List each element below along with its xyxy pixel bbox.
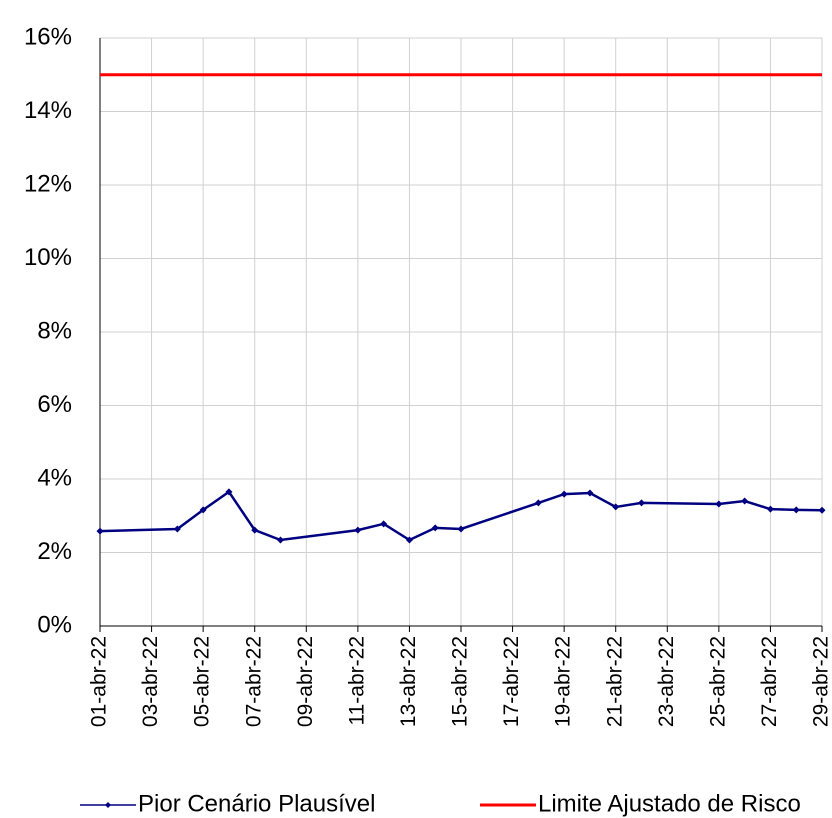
data-point: [225, 488, 233, 496]
x-tick-label: 13-abr-22: [397, 636, 420, 727]
data-point: [792, 506, 800, 514]
data-point: [560, 490, 568, 498]
x-tick-label: 11-abr-22: [345, 636, 368, 726]
data-point: [457, 525, 465, 533]
data-point: [534, 499, 542, 507]
data-point: [354, 526, 362, 534]
y-tick-label: 14%: [24, 97, 72, 124]
x-tick-label: 07-abr-22: [242, 636, 265, 727]
x-tick-label: 17-abr-22: [500, 636, 523, 727]
y-tick-label: 0%: [37, 611, 72, 638]
data-point: [405, 536, 413, 544]
legend-label: Pior Cenário Plausível: [138, 790, 375, 817]
data-point: [741, 497, 749, 505]
y-tick-label: 4%: [37, 464, 72, 491]
data-point: [96, 527, 104, 535]
y-tick-label: 16%: [24, 23, 72, 50]
data-point: [277, 536, 284, 544]
x-tick-label: 23-abr-22: [655, 636, 678, 727]
data-point: [380, 520, 388, 528]
y-tick-label: 12%: [24, 170, 72, 197]
data-point: [586, 489, 594, 497]
data-point: [638, 499, 645, 507]
x-tick-label: 09-abr-22: [294, 636, 317, 727]
x-tick-label: 01-abr-22: [88, 636, 111, 727]
x-tick-label: 15-abr-22: [449, 636, 472, 727]
data-point: [173, 525, 181, 533]
data-point: [251, 526, 259, 534]
x-tick-label: 21-abr-22: [603, 636, 626, 727]
x-tick-label: 19-abr-22: [552, 636, 575, 727]
data-point: [431, 524, 439, 532]
x-tick-label: 27-abr-22: [758, 636, 781, 727]
data-point: [818, 506, 826, 514]
data-point: [766, 505, 774, 513]
legend-label: Limite Ajustado de Risco: [538, 790, 801, 817]
data-point: [199, 506, 207, 514]
x-tick-label: 25-abr-22: [706, 636, 729, 727]
y-tick-label: 10%: [24, 244, 72, 271]
y-tick-label: 2%: [37, 538, 72, 565]
legend-marker: [105, 802, 111, 808]
x-tick-label: 29-abr-22: [810, 636, 832, 727]
y-tick-label: 8%: [37, 317, 72, 344]
data-point: [612, 503, 620, 511]
x-tick-label: 05-abr-22: [191, 636, 214, 727]
data-point: [715, 500, 723, 508]
x-tick-label: 03-abr-22: [139, 636, 162, 727]
y-tick-label: 6%: [37, 391, 72, 418]
